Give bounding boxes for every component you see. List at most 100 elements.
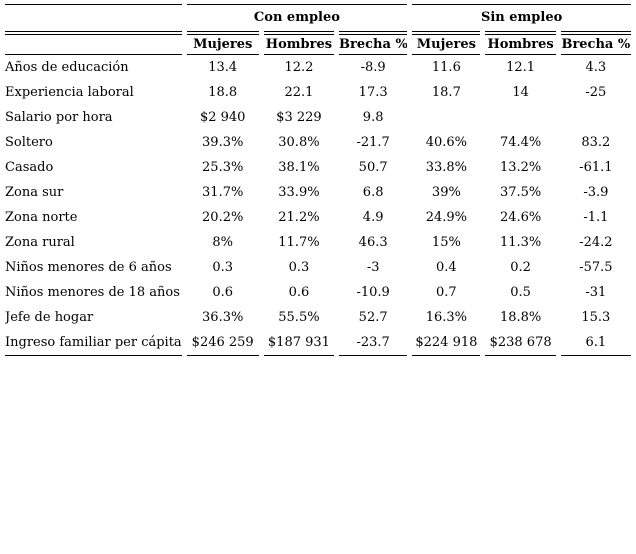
cell-value: -23.7 xyxy=(339,330,408,356)
cell-value: 15% xyxy=(431,235,461,250)
cell-value: 18.8% xyxy=(499,310,542,325)
row-label: Niños menores de 18 años xyxy=(5,285,180,300)
column-header-empty-cell xyxy=(5,31,182,55)
row-label: Zona sur xyxy=(5,185,64,200)
cell-value: 11.6 xyxy=(431,60,461,75)
cell-value: 20.2% xyxy=(202,210,244,225)
group-header-sin-empleo: Sin empleo xyxy=(412,4,631,31)
cell-value: 39.3% xyxy=(202,135,244,150)
row-label: Zona norte xyxy=(5,210,78,225)
cell-value: 0.6 xyxy=(288,285,310,300)
cell-value: 0.3 xyxy=(288,260,310,275)
cell-value: -21.7 xyxy=(356,135,390,150)
cell-value xyxy=(412,105,480,130)
cell-value: 11.3% xyxy=(499,235,542,250)
cell-value: 83.2 xyxy=(581,135,611,150)
cell-value: 11.7% xyxy=(278,235,320,250)
row-label: Salario por hora xyxy=(5,110,113,125)
cell-value: 14 xyxy=(512,85,529,100)
table-row: Zona norte 20.2% 21.2% 4.9 24.9% 24.6% -1.1 xyxy=(5,205,631,230)
cell-value: 6.8 xyxy=(362,185,384,200)
cell-value: -31 xyxy=(585,285,607,300)
cell-value: -57.5 xyxy=(579,260,613,275)
cell-value: $3 229 xyxy=(276,110,322,125)
cell-value: 22.1 xyxy=(284,85,314,100)
row-label: Experiencia laboral xyxy=(5,85,134,100)
cell-value: -3 xyxy=(366,260,380,275)
group-header-con-empleo: Con empleo xyxy=(186,4,408,31)
column-header-mujeres-con: Mujeres xyxy=(186,31,259,55)
cell-value: $2 940 xyxy=(199,110,246,125)
table-row: Años de educación 13.4 12.2 -8.9 11.6 12.1 4.3 xyxy=(5,55,631,80)
cell-value: 37.5% xyxy=(499,185,542,200)
column-header-row: Mujeres Hombres Brecha % Mujeres Hombres… xyxy=(5,31,631,55)
cell-value: 40.6% xyxy=(425,135,468,150)
cell-value: 12.1 xyxy=(506,60,536,75)
row-label: Ingreso familiar per cápita xyxy=(5,330,182,356)
cell-value xyxy=(485,105,555,130)
cell-value: 15.3 xyxy=(581,310,611,325)
cell-value: 0.4 xyxy=(436,260,457,275)
cell-value: 13.2% xyxy=(499,160,542,175)
cell-value: -1.1 xyxy=(583,210,609,225)
cell-value: 24.6% xyxy=(499,210,542,225)
group-header-row: Con empleo Sin empleo xyxy=(5,4,631,31)
row-label: Jefe de hogar xyxy=(5,310,94,325)
column-header-brecha-con: Brecha % xyxy=(339,31,408,55)
row-label: Soltero xyxy=(5,135,53,150)
cell-value: 30.8% xyxy=(278,135,320,150)
table-row: Jefe de hogar 36.3% 55.5% 52.7 16.3% 18.8% 15.… xyxy=(5,305,631,330)
cell-value: $238 678 xyxy=(485,330,556,356)
cell-value: -61.1 xyxy=(579,160,613,175)
cell-value: -10.9 xyxy=(356,285,390,300)
cell-value: 6.1 xyxy=(560,330,631,356)
cell-value: 0.5 xyxy=(510,285,531,300)
cell-value: 25.3% xyxy=(202,160,244,175)
cell-value: 55.5% xyxy=(278,310,320,325)
cell-value: 16.3% xyxy=(425,310,468,325)
table-row: Zona rural 8% 11.7% 46.3 15% 11.3% -24.2 xyxy=(5,230,631,255)
cell-value: -24.2 xyxy=(579,235,613,250)
cell-value: 18.8 xyxy=(208,85,238,100)
column-header-hombres-con: Hombres xyxy=(263,31,335,55)
row-label: Zona rural xyxy=(5,235,75,250)
table-row: Niños menores de 18 años 0.6 0.6 -10.9 0.7 0.… xyxy=(5,280,631,305)
table-row: Zona sur 31.7% 33.9% 6.8 39% 37.5% -3.9 xyxy=(5,180,631,205)
column-header-mujeres-sin: Mujeres xyxy=(412,31,481,55)
cell-value: 4.3 xyxy=(585,60,607,75)
cell-value: 21.2% xyxy=(278,210,320,225)
cell-value: 4.9 xyxy=(362,210,384,225)
cell-value: 46.3 xyxy=(358,235,388,250)
table-row: Ingreso familiar per cápita $246 259 $187 … xyxy=(5,330,631,356)
cell-value: 50.7 xyxy=(358,160,388,175)
cell-value: 8% xyxy=(212,235,233,250)
column-header-brecha-sin: Brecha % xyxy=(560,31,631,55)
cell-value: 0.6 xyxy=(212,285,234,300)
cell-value: 18.7 xyxy=(431,85,461,100)
cell-value: 13.4 xyxy=(208,60,238,75)
cell-value: 24.9% xyxy=(425,210,468,225)
cell-value: 33.9% xyxy=(278,185,320,200)
cell-value: 39% xyxy=(431,185,461,200)
cell-value: 52.7 xyxy=(358,310,388,325)
cell-value: 36.3% xyxy=(202,310,244,325)
cell-value: $246 259 xyxy=(186,330,259,356)
cell-value: 17.3 xyxy=(358,85,388,100)
table-row: Salario por hora $2 940 $3 229 9.8 xyxy=(5,105,631,130)
table-row: Casado 25.3% 38.1% 50.7 33.8% 13.2% -61.1 xyxy=(5,155,631,180)
cell-value: 31.7% xyxy=(202,185,244,200)
table-row: Niños menores de 6 años 0.3 0.3 -3 0.4 0.2 -57… xyxy=(5,255,631,280)
cell-value: 74.4% xyxy=(499,135,542,150)
row-label: Años de educación xyxy=(5,60,129,75)
cell-value: -3.9 xyxy=(583,185,609,200)
cell-value xyxy=(561,105,631,130)
cell-value: 38.1% xyxy=(278,160,320,175)
cell-value: -8.9 xyxy=(360,60,386,75)
cell-value: 12.2 xyxy=(284,60,314,75)
table-row: Experiencia laboral 18.8 22.1 17.3 18.7 14 -25 xyxy=(5,80,631,105)
row-label: Niños menores de 6 años xyxy=(5,260,172,275)
cell-value: 0.2 xyxy=(510,260,531,275)
cell-value: 33.8% xyxy=(425,160,468,175)
column-header-hombres-sin: Hombres xyxy=(485,31,556,55)
employment-gender-gap-table: Con empleo Sin empleo Mujeres Hombres Br… xyxy=(0,4,636,356)
